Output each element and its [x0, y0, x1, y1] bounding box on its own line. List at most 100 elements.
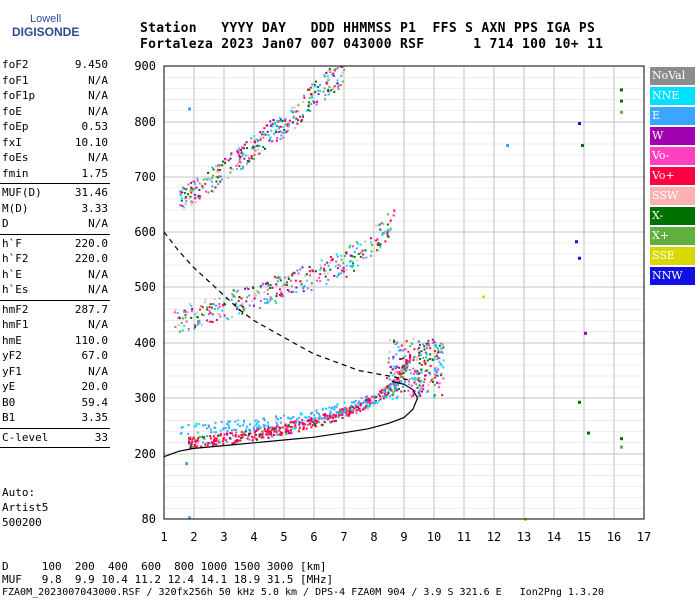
- echo-dot: [215, 431, 218, 434]
- echo-dot: [201, 435, 204, 438]
- echo-dot: [212, 431, 215, 434]
- echo-dot: [380, 390, 383, 393]
- echo-dot: [292, 421, 295, 424]
- echo-dot: [351, 260, 354, 263]
- echo-dot: [398, 349, 401, 352]
- echo-dot: [349, 265, 352, 268]
- echo-dot: [417, 391, 420, 394]
- echo-dot: [206, 306, 209, 309]
- echo-dot: [405, 359, 408, 362]
- echo-dot: [224, 439, 227, 442]
- echo-dot: [373, 396, 376, 399]
- echo-dot: [180, 199, 183, 202]
- echo-dot: [311, 424, 314, 427]
- echo-dot: [403, 368, 406, 371]
- echo-dot: [323, 420, 326, 423]
- echo-dot: [246, 162, 249, 165]
- echo-dot: [398, 373, 401, 376]
- echo-dot: [233, 294, 236, 297]
- param-value: 3.35: [81, 411, 109, 424]
- echo-dot: [291, 421, 294, 424]
- echo-dot: [333, 405, 336, 408]
- echo-dot: [578, 400, 581, 404]
- echo-dot: [319, 263, 322, 266]
- echo-dot: [320, 266, 323, 269]
- echo-dot: [365, 401, 368, 404]
- header-row2: Fortaleza 2023 Jan07 007 043000 RSF 1 71…: [140, 37, 604, 52]
- echo-dot: [202, 314, 205, 317]
- echo-dot: [230, 168, 233, 171]
- echo-dot: [355, 259, 358, 262]
- echo-dot: [269, 284, 272, 287]
- echo-dot: [428, 381, 431, 384]
- echo-dot: [427, 383, 430, 386]
- echo-dot: [297, 430, 300, 433]
- echo-dot: [357, 252, 360, 255]
- echo-dot: [331, 87, 334, 90]
- echo-dot: [206, 434, 209, 437]
- echo-dot: [377, 242, 380, 245]
- param-name: foEp: [2, 120, 29, 133]
- echo-dot: [436, 351, 439, 354]
- echo-dot: [414, 368, 417, 371]
- echo-dot: [255, 138, 258, 141]
- echo-dot: [290, 417, 293, 420]
- echo-dot: [238, 148, 241, 151]
- echo-dot: [325, 72, 328, 75]
- echo-dot: [181, 204, 184, 207]
- param-name: foF1p: [2, 89, 36, 102]
- echo-dot: [289, 425, 292, 428]
- echo-dot: [395, 387, 398, 390]
- echo-dot: [312, 100, 315, 103]
- echo-dot: [286, 425, 289, 428]
- echo-dot: [174, 326, 177, 329]
- echo-dot: [391, 368, 394, 371]
- echo-dot: [222, 305, 225, 308]
- echo-dot: [207, 320, 210, 323]
- echo-dot: [334, 419, 337, 422]
- echo-dot: [227, 177, 230, 180]
- echo-dot: [235, 439, 238, 442]
- echo-dot: [423, 378, 426, 381]
- echo-dot: [330, 414, 333, 417]
- echo-dot: [282, 132, 285, 135]
- y-tick-label: 300: [134, 391, 156, 405]
- echo-dot: [238, 165, 241, 168]
- echo-dot: [227, 422, 230, 425]
- echo-dot: [381, 233, 384, 236]
- echo-dot: [306, 109, 309, 112]
- echo-dot: [394, 379, 397, 382]
- echo-dot: [323, 267, 326, 270]
- echo-dot: [408, 378, 411, 381]
- echo-dot: [412, 393, 415, 396]
- echo-dot: [309, 418, 312, 421]
- echo-dot: [353, 407, 356, 410]
- echo-dot: [256, 428, 259, 431]
- echo-dot: [340, 254, 343, 257]
- echo-dot: [354, 404, 357, 407]
- echo-dot: [442, 346, 445, 349]
- echo-dot: [337, 274, 340, 277]
- echo-dot: [187, 432, 190, 435]
- echo-dot: [620, 445, 623, 449]
- echo-dot: [308, 110, 311, 113]
- echo-dot: [196, 177, 199, 180]
- echo-dot: [311, 83, 314, 86]
- echo-dot: [401, 369, 404, 372]
- echo-dot: [337, 412, 340, 415]
- echo-dot: [385, 395, 388, 398]
- echo-dot: [297, 110, 300, 113]
- echo-dot: [275, 139, 278, 142]
- echo-dot: [268, 429, 271, 432]
- echo-dot: [386, 231, 389, 234]
- echo-dot: [318, 413, 321, 416]
- echo-dot: [393, 214, 396, 217]
- echo-dot: [239, 167, 242, 170]
- echo-dot: [251, 157, 254, 160]
- echo-dot: [291, 425, 294, 428]
- echo-dot: [287, 424, 290, 427]
- echo-dot: [348, 407, 351, 410]
- echo-dot: [238, 158, 241, 161]
- echo-dot: [242, 424, 245, 427]
- echo-dot: [227, 420, 230, 423]
